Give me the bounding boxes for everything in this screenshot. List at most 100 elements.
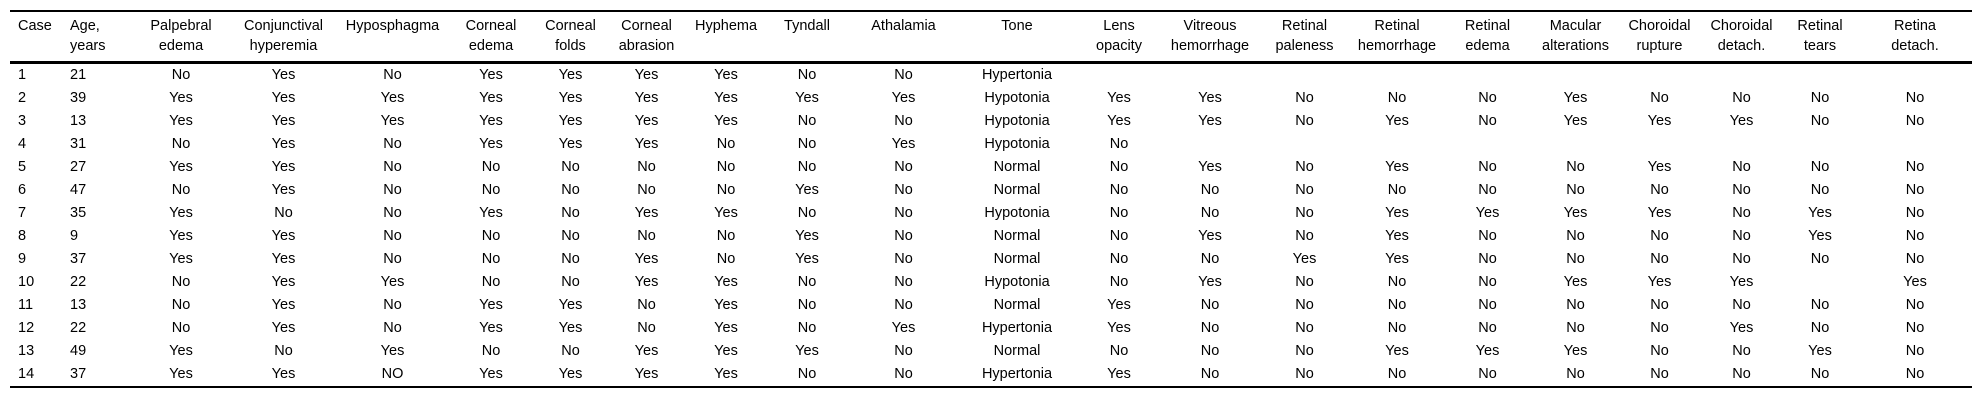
col-header-line1: Corneal xyxy=(465,18,517,34)
cell-hyphema: Yes xyxy=(714,297,738,313)
cell-vitreous-hemorrhage: Yes xyxy=(1198,159,1222,175)
cell-lens-opacity: No xyxy=(1109,205,1129,221)
cell-athalamia: No xyxy=(894,366,913,382)
cell-corneal-folds: Yes xyxy=(558,67,583,83)
cell-lens-opacity xyxy=(1075,63,1163,88)
cell-retinal-paleness xyxy=(1257,133,1352,156)
cell-hyposphagma: No xyxy=(383,205,402,221)
col-header-athalamia: Athalamia xyxy=(848,11,959,64)
cell-corneal-edema: No xyxy=(481,274,501,290)
cell-macular-alterations: No xyxy=(1566,366,1585,382)
cell-vitreous-hemorrhage: Yes xyxy=(1198,228,1222,244)
cell-conjunctival-hyperemia: No xyxy=(274,205,293,221)
cell-vitreous-hemorrhage: No xyxy=(1200,297,1220,313)
col-header-palpebral-edema: Palpebral edema xyxy=(132,11,230,64)
cell-corneal-edema: No xyxy=(481,159,501,175)
cell-retinal-edema: No xyxy=(1478,113,1497,129)
cell-case: 8 xyxy=(18,228,27,244)
cell-macular-alterations: No xyxy=(1566,182,1585,198)
cell-retina-detach: No xyxy=(1905,182,1925,198)
cell-corneal-folds: Yes xyxy=(558,297,583,313)
cell-tone: Hypotonia xyxy=(984,90,1050,106)
cell-case: 11 xyxy=(18,297,34,313)
cell-retinal-edema: Yes xyxy=(1475,205,1500,221)
cell-corneal-folds: No xyxy=(561,205,580,221)
col-header-line1: Tyndall xyxy=(784,18,830,34)
cell-macular-alterations: Yes xyxy=(1563,90,1588,106)
cell-retinal-paleness: No xyxy=(1295,159,1314,175)
col-header-retinal-paleness: Retinal paleness xyxy=(1257,11,1352,64)
cell-macular-alterations: Yes xyxy=(1563,205,1588,221)
cell-macular-alterations xyxy=(1533,63,1618,88)
cell-case: 6 xyxy=(18,182,27,198)
cell-choroidal-detach: No xyxy=(1732,343,1751,359)
cell-tyndall: No xyxy=(797,136,817,152)
cell-conjunctival-hyperemia: Yes xyxy=(271,366,296,382)
cell-case: 5 xyxy=(18,159,27,175)
cell-corneal-abrasion: Yes xyxy=(634,274,659,290)
cell-palpebral-edema: Yes xyxy=(169,251,193,267)
cell-macular-alterations: Yes xyxy=(1563,113,1588,129)
cell-tone: Normal xyxy=(993,182,1041,198)
cell-retina-detach: No xyxy=(1905,343,1925,359)
col-header-line2: years xyxy=(70,38,106,54)
cell-hyphema: Yes xyxy=(714,343,738,359)
col-header-retinal-tears: Retinal tears xyxy=(1782,11,1858,64)
cell-retinal-edema: No xyxy=(1478,274,1497,290)
cell-retinal-hemorrhage: Yes xyxy=(1385,205,1409,221)
cell-hyphema: No xyxy=(716,159,736,175)
cell-corneal-edema: Yes xyxy=(479,67,503,83)
col-header-line1: Corneal xyxy=(545,18,596,34)
cell-retinal-tears: No xyxy=(1810,182,1830,198)
cell-macular-alterations: No xyxy=(1566,228,1585,244)
cell-retinal-paleness: No xyxy=(1295,205,1314,221)
cell-corneal-folds: No xyxy=(561,228,580,244)
col-header-vitreous-hemorrhage: Vitreous hemorrhage xyxy=(1163,11,1257,64)
cell-age-years: 35 xyxy=(70,205,87,221)
col-header-corneal-edema: Corneal edema xyxy=(448,11,534,64)
cell-age-years: 22 xyxy=(70,320,87,336)
cell-macular-alterations: No xyxy=(1566,251,1585,267)
cell-retinal-hemorrhage xyxy=(1352,133,1442,156)
cell-case: 9 xyxy=(18,251,27,267)
cell-case: 13 xyxy=(18,343,35,359)
cell-conjunctival-hyperemia: Yes xyxy=(271,159,296,175)
cell-choroidal-detach: No xyxy=(1732,182,1751,198)
cell-corneal-folds: No xyxy=(561,251,580,267)
cell-corneal-edema: No xyxy=(481,343,501,359)
cell-retinal-hemorrhage: No xyxy=(1387,297,1407,313)
cell-retinal-tears: No xyxy=(1810,366,1830,382)
cell-retinal-paleness: No xyxy=(1295,343,1314,359)
col-header-age-years: Age, years xyxy=(56,11,132,64)
col-header-line1: Retinal xyxy=(1281,18,1328,34)
cell-age-years: 13 xyxy=(70,297,87,313)
cell-retinal-paleness xyxy=(1257,63,1352,88)
cell-vitreous-hemorrhage: No xyxy=(1200,343,1220,359)
cell-choroidal-detach xyxy=(1701,133,1782,156)
cell-athalamia: No xyxy=(894,205,913,221)
col-header-corneal-abrasion: Corneal abrasion xyxy=(607,11,686,64)
cell-corneal-edema: No xyxy=(481,182,501,198)
cell-lens-opacity: Yes xyxy=(1107,90,1131,106)
cell-age-years: 22 xyxy=(70,274,87,290)
cell-palpebral-edema: Yes xyxy=(169,113,193,129)
table-row: 1 21 No Yes No Yes Yes Yes Yes No No Hypertonia xyxy=(10,63,1972,88)
col-header-line1: Tone xyxy=(1001,18,1033,34)
cell-hyposphagma: Yes xyxy=(380,343,405,359)
cell-corneal-abrasion: Yes xyxy=(634,251,659,267)
cell-hyphema: Yes xyxy=(714,67,738,83)
cell-tone: Normal xyxy=(993,159,1041,175)
cell-choroidal-rupture: No xyxy=(1650,251,1669,267)
col-header-retinal-hemorrhage: Retinal hemorrhage xyxy=(1352,11,1442,64)
cell-tyndall: Yes xyxy=(795,90,819,106)
cell-tyndall: Yes xyxy=(795,343,819,359)
col-header-line2: edema xyxy=(1465,38,1510,54)
cell-choroidal-rupture: No xyxy=(1650,90,1669,106)
col-header-line2: hemorrhage xyxy=(1170,38,1250,54)
cell-retinal-edema: Yes xyxy=(1475,343,1500,359)
cell-corneal-abrasion: Yes xyxy=(634,136,659,152)
cell-retinal-hemorrhage xyxy=(1352,63,1442,88)
cell-retinal-tears xyxy=(1782,133,1858,156)
cell-choroidal-rupture: Yes xyxy=(1647,205,1672,221)
cell-case: 7 xyxy=(18,205,27,221)
